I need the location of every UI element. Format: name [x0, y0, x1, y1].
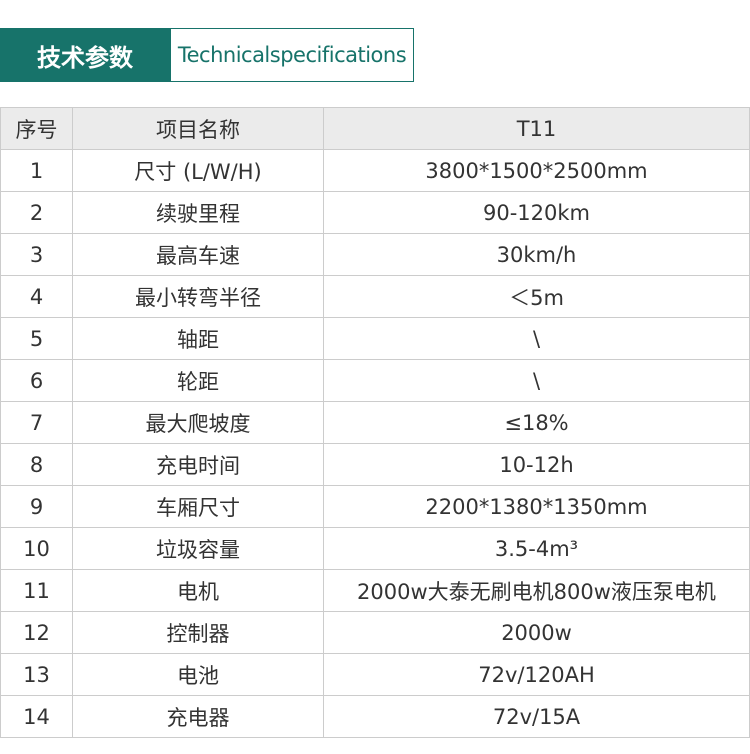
table-cell: 尺寸 (L/W/H)	[72, 149, 324, 192]
table-cell: 车厢尺寸	[72, 485, 324, 528]
table-cell: 72v/120AH	[323, 653, 750, 696]
header-cell: 项目名称	[72, 107, 324, 150]
table-row: 9 车厢尺寸 2200*1380*1350mm	[0, 485, 750, 528]
table-cell: 最大爬坡度	[72, 401, 324, 444]
table-cell: 最高车速	[72, 233, 324, 276]
table-row: 1 尺寸 (L/W/H) 3800*1500*2500mm	[0, 149, 750, 192]
table-cell: 电池	[72, 653, 324, 696]
table-cell: 2000w大泰无刷电机800w液压泵电机	[323, 569, 750, 612]
table-cell: 轴距	[72, 317, 324, 360]
table-body: 1 尺寸 (L/W/H) 3800*1500*2500mm 2 续驶里程 90-120km…	[0, 149, 750, 738]
section-title: 技术参数	[0, 28, 170, 82]
section-subtitle: Technicalspecifications	[170, 28, 414, 82]
table-row: 8 充电时间 10-12h	[0, 443, 750, 486]
table-row: 4 最小转弯半径 ＜5m	[0, 275, 750, 318]
table-row: 7 最大爬坡度 ≤18%	[0, 401, 750, 444]
table-cell: 11	[0, 569, 73, 612]
table-cell: 30km/h	[323, 233, 750, 276]
table-cell: 14	[0, 695, 73, 738]
table-cell: 12	[0, 611, 73, 654]
table-cell: 7	[0, 401, 73, 444]
table-cell: ＜5m	[323, 275, 750, 318]
table-cell: 5	[0, 317, 73, 360]
table-cell: 充电器	[72, 695, 324, 738]
table-cell: 10-12h	[323, 443, 750, 486]
table-cell: 8	[0, 443, 73, 486]
table-cell: 电机	[72, 569, 324, 612]
table-cell: 3	[0, 233, 73, 276]
table-cell: 3800*1500*2500mm	[323, 149, 750, 192]
table-cell: \	[323, 359, 750, 402]
table-cell: 13	[0, 653, 73, 696]
table-row: 11 电机 2000w大泰无刷电机800w液压泵电机	[0, 569, 750, 612]
table-cell: 6	[0, 359, 73, 402]
table-row: 2 续驶里程 90-120km	[0, 191, 750, 234]
table-cell: 90-120km	[323, 191, 750, 234]
header-row: 序号 项目名称 T11	[0, 107, 750, 150]
table-row: 5 轴距 \	[0, 317, 750, 360]
table-row: 13 电池 72v/120AH	[0, 653, 750, 696]
table-cell: 垃圾容量	[72, 527, 324, 570]
table-cell: 9	[0, 485, 73, 528]
header-cell: 序号	[0, 107, 73, 150]
table-cell: \	[323, 317, 750, 360]
table-row: 12 控制器 2000w	[0, 611, 750, 654]
table-row: 3 最高车速 30km/h	[0, 233, 750, 276]
table-cell: 72v/15A	[323, 695, 750, 738]
table-cell: 最小转弯半径	[72, 275, 324, 318]
table-cell: 轮距	[72, 359, 324, 402]
table-cell: 3.5-4m³	[323, 527, 750, 570]
header-cell: T11	[323, 107, 750, 150]
table-cell: 4	[0, 275, 73, 318]
table-row: 6 轮距 \	[0, 359, 750, 402]
table-cell: 2	[0, 191, 73, 234]
table-cell: 控制器	[72, 611, 324, 654]
table-cell: 续驶里程	[72, 191, 324, 234]
table-row: 14 充电器 72v/15A	[0, 695, 750, 738]
spec-table: 序号 项目名称 T11 1 尺寸 (L/W/H) 3800*1500*2500mm 2 续驶…	[0, 107, 750, 738]
table-cell: 1	[0, 149, 73, 192]
table-cell: ≤18%	[323, 401, 750, 444]
table-cell: 2000w	[323, 611, 750, 654]
table-row: 10 垃圾容量 3.5-4m³	[0, 527, 750, 570]
table-cell: 充电时间	[72, 443, 324, 486]
table-cell: 10	[0, 527, 73, 570]
table-cell: 2200*1380*1350mm	[323, 485, 750, 528]
